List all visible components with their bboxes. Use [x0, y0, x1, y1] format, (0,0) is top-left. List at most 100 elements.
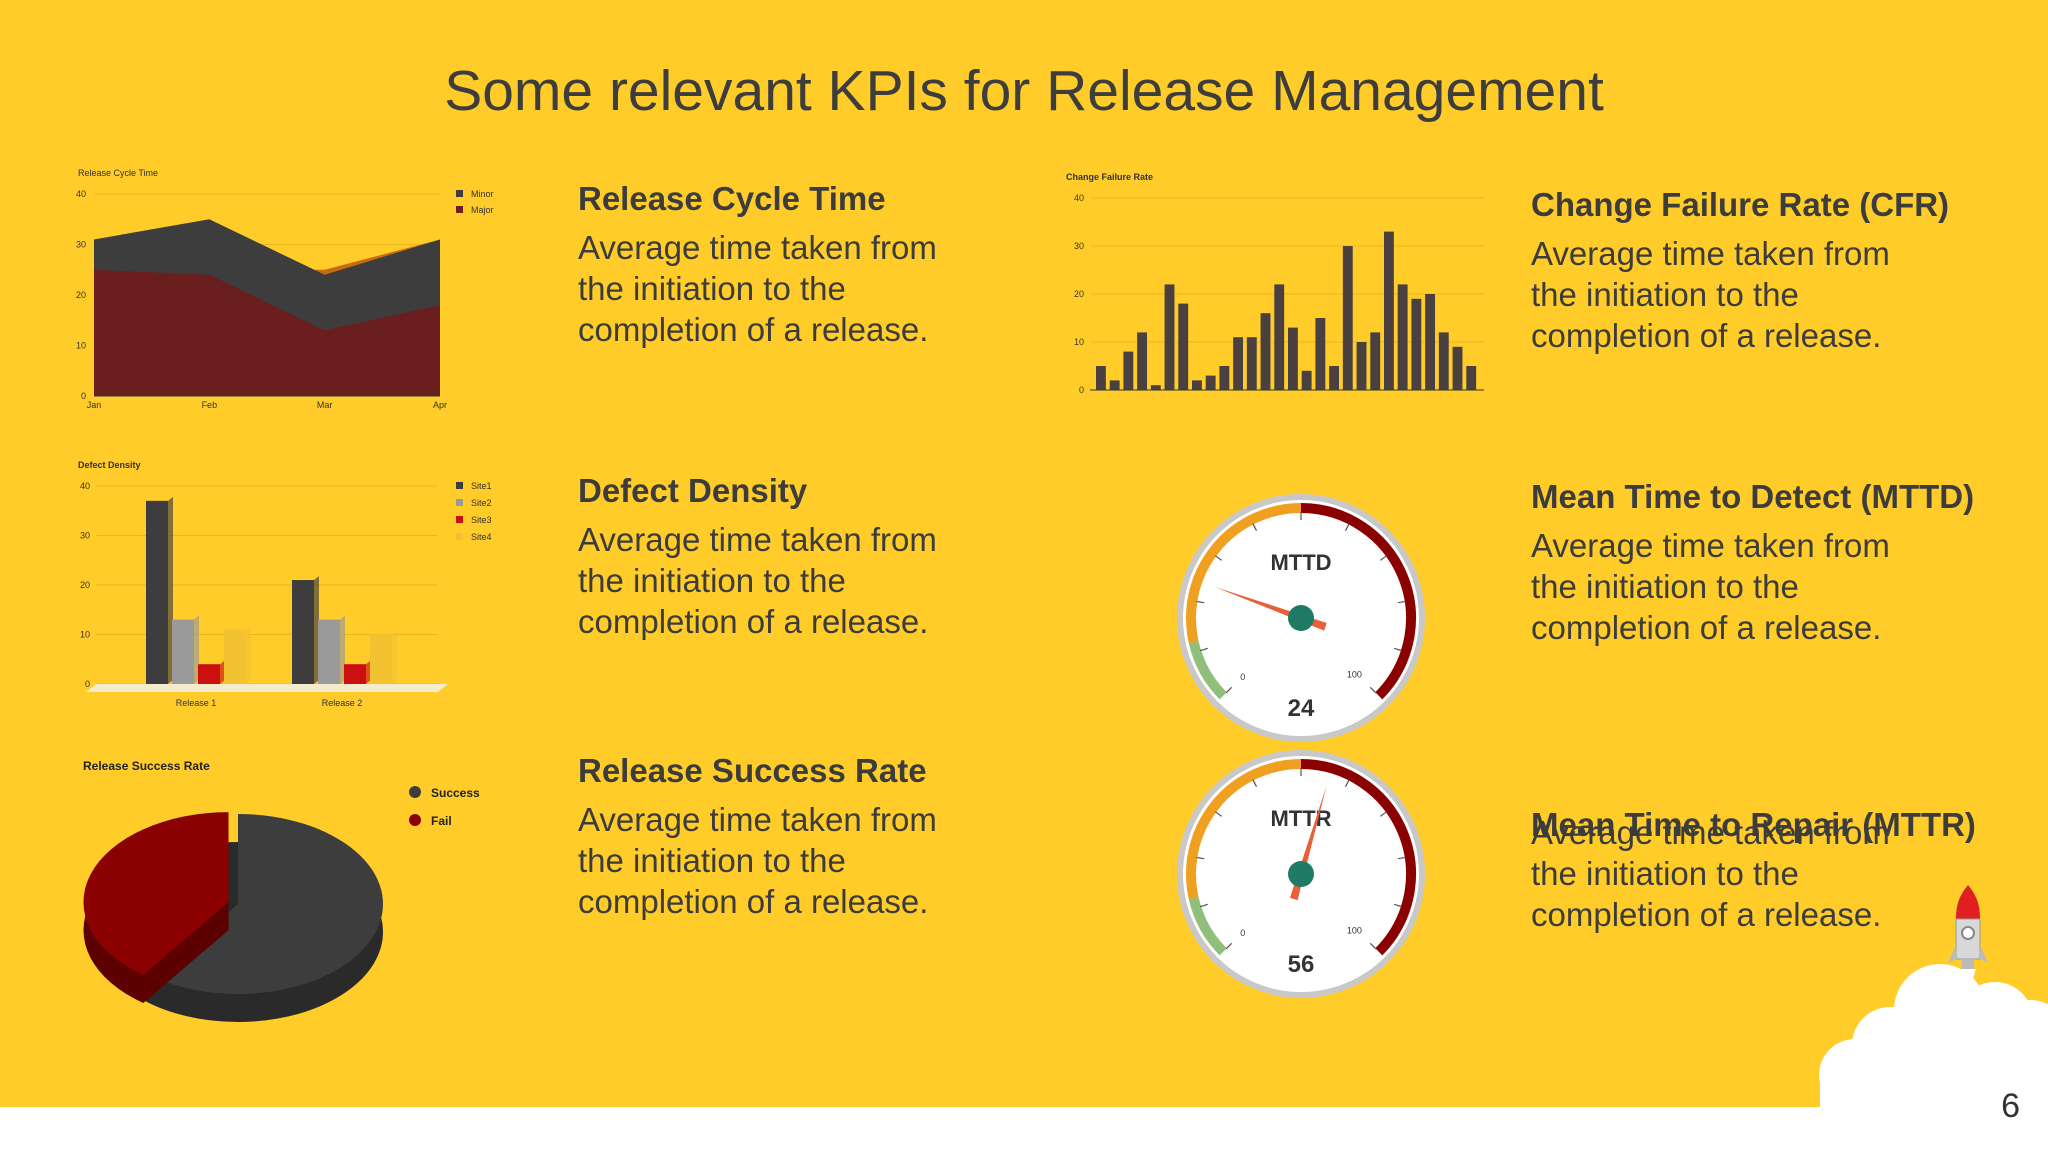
bar — [1274, 284, 1285, 390]
bar — [1246, 337, 1257, 390]
bar-side — [246, 625, 251, 684]
gauge-tick — [1369, 942, 1377, 950]
bar — [1342, 246, 1353, 390]
legend-swatch — [409, 786, 421, 798]
y-tick-label: 0 — [85, 679, 90, 689]
bar — [198, 664, 220, 684]
kpi-desc-mttd: Average time taken from the initiation t… — [1531, 527, 1890, 646]
y-tick-label: 40 — [80, 481, 90, 491]
legend-swatch — [456, 499, 463, 506]
kpi-title-mttr: Mean Time to Repair (MTTR) — [1531, 806, 1976, 843]
bar — [344, 664, 366, 684]
gauge-tick — [1225, 942, 1233, 950]
legend-label: Site2 — [471, 498, 492, 508]
bar — [1438, 332, 1449, 390]
legend-swatch — [456, 533, 463, 540]
legend-label: Site1 — [471, 481, 492, 491]
gauge-tick — [1379, 811, 1388, 817]
release-success-rate-chart: Release Success Rate Success Fail — [83, 759, 480, 1022]
legend-label: Major — [471, 205, 494, 215]
cloud-icon — [1819, 964, 2048, 1107]
bar — [1370, 332, 1381, 390]
bar — [1233, 337, 1244, 390]
y-tick-label: 40 — [1074, 193, 1084, 203]
gauge-tick — [1252, 523, 1258, 531]
y-tick-label: 10 — [76, 341, 86, 351]
kpi-title-change-failure-rate: Change Failure Rate (CFR) — [1531, 186, 1950, 223]
y-tick-label: 10 — [1074, 337, 1084, 347]
bar — [1329, 366, 1340, 390]
y-tick-label: 40 — [76, 189, 86, 199]
legend-swatch — [456, 516, 463, 523]
y-tick-label: 30 — [80, 531, 90, 541]
bar — [1356, 342, 1367, 390]
bar-side — [194, 615, 199, 684]
bar — [1150, 385, 1161, 390]
gauge-label: MTTD — [1270, 550, 1331, 575]
gauge-hub — [1288, 605, 1314, 631]
gauge-tick — [1379, 555, 1388, 561]
gauge-max-label: 100 — [1347, 925, 1362, 935]
gauge-value: 24 — [1288, 695, 1315, 722]
chart-title: Defect Density — [78, 460, 141, 470]
gauge-tick — [1196, 600, 1205, 604]
gauge-tick — [1214, 811, 1223, 817]
gauge-band-orange — [1186, 503, 1302, 644]
bar-side — [340, 615, 345, 684]
bar — [318, 619, 340, 684]
bar — [1178, 303, 1189, 390]
bar — [1425, 294, 1436, 390]
gauge-min-label: 0 — [1240, 928, 1245, 938]
page-number: 6 — [2001, 1087, 2020, 1125]
y-tick-label: 10 — [80, 630, 90, 640]
gauge-value: 56 — [1288, 951, 1315, 978]
x-tick-label: Mar — [317, 400, 333, 410]
bar — [1315, 318, 1326, 390]
kpi-title-mttd: Mean Time to Detect (MTTD) — [1531, 478, 1975, 515]
bar — [292, 580, 314, 684]
bar — [1397, 284, 1408, 390]
gauge-tick — [1214, 555, 1223, 561]
rocket-cloud-illustration — [1819, 885, 2048, 1107]
chart-title: Release Success Rate — [83, 759, 210, 773]
legend-swatch — [409, 814, 421, 826]
gauge-tick — [1394, 903, 1402, 908]
bar-side — [314, 576, 319, 684]
gauge-band-green — [1188, 640, 1227, 700]
bar — [1260, 313, 1271, 390]
kpi-desc-release-success-rate: Average time taken from the initiation t… — [578, 801, 937, 920]
bar — [172, 619, 194, 684]
gauge-tick — [1397, 856, 1406, 860]
bar-side — [220, 660, 225, 684]
x-tick-label: Release 1 — [176, 698, 217, 708]
bar — [1205, 375, 1216, 390]
kpi-desc-mttr: Average time taken from the initiation t… — [1531, 814, 1890, 933]
kpi-desc-release-cycle-time: Average time taken from the initiation t… — [578, 229, 937, 348]
slide: Some relevant KPIs for Release Managemen… — [0, 0, 2048, 1107]
bar-side — [366, 660, 371, 684]
gauge-tick — [1196, 856, 1205, 860]
gauge-min-label: 0 — [1240, 672, 1245, 682]
kpi-title-release-success-rate: Release Success Rate — [578, 752, 927, 789]
x-tick-label: Apr — [433, 400, 447, 410]
bar — [1096, 366, 1106, 390]
gauge-tick — [1344, 523, 1350, 531]
x-tick-label: Release 2 — [322, 698, 363, 708]
bar — [1288, 327, 1298, 390]
legend-label: Fail — [431, 814, 452, 828]
rocket-icon — [1948, 885, 1988, 995]
mttr-gauge: MTTR 0 100 56 — [1177, 750, 1425, 998]
gauge-tick — [1397, 600, 1406, 604]
x-tick-label: Feb — [202, 400, 218, 410]
y-tick-label: 20 — [1074, 289, 1084, 299]
kpi-desc-defect-density: Average time taken from the initiation t… — [578, 521, 937, 640]
legend-label: Site3 — [471, 515, 492, 525]
legend-swatch — [456, 482, 463, 489]
area-series-major — [94, 269, 440, 396]
pie-slice — [83, 812, 229, 975]
y-tick-label: 30 — [1074, 241, 1084, 251]
bar — [1123, 351, 1134, 390]
bar — [224, 629, 246, 684]
x-tick-label: Jan — [87, 400, 102, 410]
